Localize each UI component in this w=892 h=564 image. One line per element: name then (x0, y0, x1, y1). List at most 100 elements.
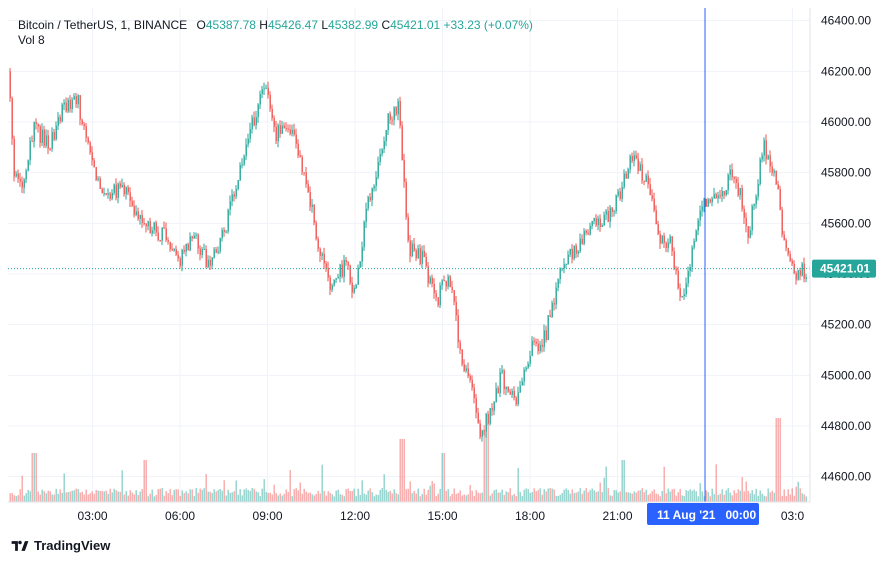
volume-bar (97, 490, 99, 502)
candle-body (133, 205, 135, 216)
candle-body (131, 200, 133, 206)
volume-bar (533, 488, 535, 502)
time-axis: 03:00 06:00 09:00 12:00 15:00 18:00 21:00 03:0 (78, 509, 805, 523)
volume-bar (351, 491, 353, 502)
candle-body (611, 207, 613, 212)
volume-bar (403, 439, 405, 502)
volume-bar (113, 488, 115, 502)
crosshair-time-tag-label: 11 Aug '21 00:00 (657, 508, 756, 522)
candle-body (567, 254, 569, 265)
volume-bar (153, 496, 155, 502)
volume-bar (517, 467, 519, 502)
candlesticks (9, 68, 807, 442)
candle-body (661, 235, 663, 244)
candle-body (449, 276, 451, 288)
volume-bar (411, 493, 413, 502)
candle-body (95, 167, 97, 180)
volume-bar (253, 488, 255, 502)
volume-bar (247, 490, 249, 502)
candle-body (423, 250, 425, 257)
candle-body (173, 248, 175, 251)
candle-body (419, 248, 421, 264)
brand-name: TradingView (34, 538, 111, 553)
candle-body (761, 155, 763, 160)
volume-bar (397, 494, 399, 502)
volume-bar (653, 489, 655, 502)
candle-body (67, 99, 69, 112)
volume-bar (429, 485, 431, 502)
volume-bar (657, 494, 659, 502)
volume-bar (507, 492, 509, 502)
brand-footer[interactable]: TradingView (10, 538, 110, 553)
volume-bar (625, 492, 627, 502)
volume-bar (365, 494, 367, 502)
candle-body (607, 210, 609, 222)
candle-body (411, 243, 413, 257)
candle-body (679, 288, 681, 297)
y-tick-label: 45600.00 (821, 216, 871, 230)
close-value: 45421.01 (390, 18, 441, 32)
volume-bar (149, 493, 151, 502)
volume-bar (271, 494, 273, 502)
volume-bar (341, 494, 343, 502)
candle-body (619, 191, 621, 199)
volume-bar (37, 491, 39, 502)
candle-body (671, 236, 673, 252)
candle-body (699, 210, 701, 221)
volume-bar (793, 495, 795, 502)
candle-body (615, 195, 617, 212)
candle-body (529, 355, 531, 364)
volume-bar (49, 491, 51, 502)
volume-bar (147, 496, 149, 502)
volume-bar (237, 494, 239, 502)
candle-body (285, 128, 287, 130)
volume-bar (477, 492, 479, 502)
candle-body (601, 225, 603, 227)
volume-bar (109, 488, 111, 502)
volume-bar (185, 491, 187, 502)
volume-bar (485, 425, 487, 502)
volume-bar (777, 418, 779, 502)
candle-body (397, 101, 399, 115)
candle-body (629, 155, 631, 170)
volume-bar (235, 480, 237, 502)
volume-bar (731, 495, 733, 502)
candle-body (117, 183, 119, 198)
volume-bar (17, 495, 19, 502)
high-value: 45426.47 (267, 18, 319, 32)
volume-bar (791, 488, 793, 502)
candle-body (187, 243, 189, 251)
crosshair-time-tag-box (647, 503, 760, 525)
y-tick-label: 44800.00 (821, 419, 871, 433)
candle-body (115, 184, 117, 198)
symbol-label[interactable]: Bitcoin / TetherUS, 1, BINANCE (18, 18, 188, 32)
volume-bar (455, 493, 457, 502)
candle-body (77, 95, 79, 105)
volume-bar (209, 491, 211, 502)
candle-body (147, 221, 149, 227)
x-tick-label: 09:00 (253, 509, 283, 523)
candle-body (427, 266, 429, 284)
candle-body (367, 196, 369, 209)
volume-bar (573, 493, 575, 502)
volume-bar (767, 488, 769, 502)
volume-bar (765, 496, 767, 502)
candle-body (27, 160, 29, 171)
candle-body (701, 206, 703, 211)
candle-body (471, 379, 473, 388)
candle-body (641, 164, 643, 181)
volume-label[interactable]: Vol (18, 33, 35, 47)
volume-bar (345, 489, 347, 502)
volume-bar (265, 491, 267, 502)
volume-bar (627, 492, 629, 502)
candle-body (413, 243, 415, 251)
volume-bar (405, 489, 407, 502)
candle-body (653, 198, 655, 211)
candle-body (69, 99, 71, 109)
volume-bar (193, 496, 195, 502)
candle-body (317, 238, 319, 249)
candle-body (249, 129, 251, 139)
candle-body (93, 160, 95, 168)
candle-body (739, 188, 741, 196)
